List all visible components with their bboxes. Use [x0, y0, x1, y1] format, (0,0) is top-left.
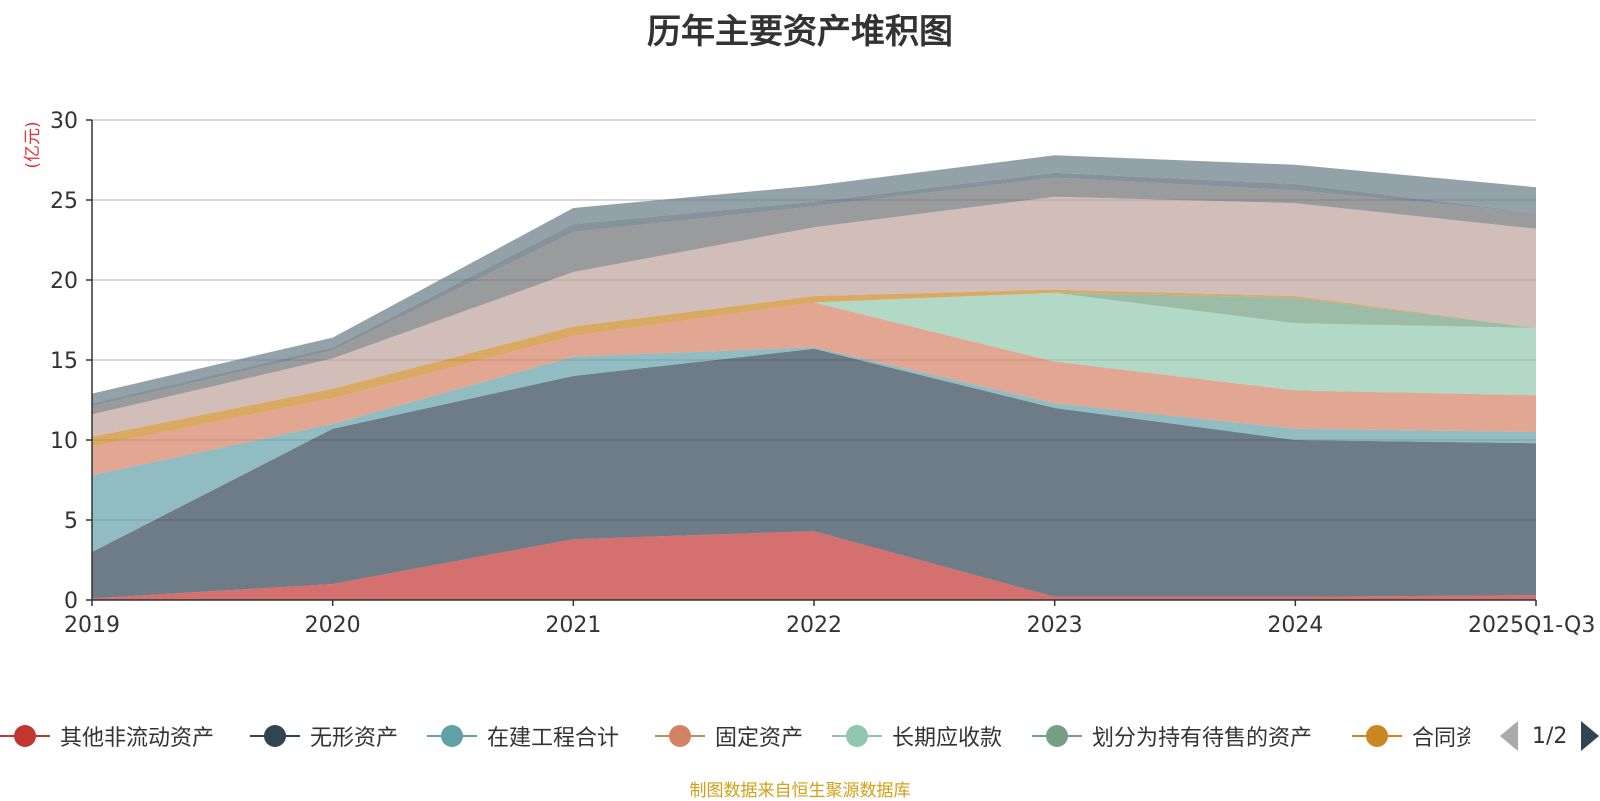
legend-pager: 1/2 — [1500, 718, 1600, 754]
area-series-9[interactable] — [92, 172, 1536, 407]
area-series-7[interactable] — [92, 196, 1536, 437]
legend-prev-page-icon[interactable] — [1500, 721, 1518, 751]
legend-item-2[interactable]: 在建工程合计 — [427, 718, 619, 754]
legend-label: 合同资 — [1412, 726, 1470, 751]
legend-swatch-icon — [832, 721, 882, 751]
y-tick-label: 5 — [64, 509, 78, 534]
area-series-group — [92, 155, 1536, 600]
y-tick-label: 25 — [50, 189, 78, 214]
chart-legend: 其他非流动资产 无形资产 在建工程合计 固定资产 长期应收款 划分为持有待售的资产 合同资 — [0, 718, 1470, 754]
legend-page-indicator: 1/2 — [1532, 723, 1568, 749]
y-tick-label: 0 — [64, 589, 78, 614]
legend-label: 长期应收款 — [892, 726, 1003, 751]
legend-item-5[interactable]: 划分为持有待售的资产 — [1032, 718, 1312, 754]
y-tick-label: 15 — [50, 349, 78, 374]
legend-swatch-icon — [1352, 721, 1402, 751]
chart-title: 历年主要资产堆积图 — [647, 12, 953, 52]
area-series-0[interactable] — [92, 531, 1536, 600]
legend-swatch-icon — [655, 721, 705, 751]
area-series-3[interactable] — [92, 302, 1536, 476]
legend-swatch-icon — [427, 721, 477, 751]
legend-label: 划分为持有待售的资产 — [1092, 726, 1313, 751]
axes: 0 5 10 15 20 25 30 2019 2020 2021 2022 2023 2024 2025… — [50, 109, 1595, 638]
source-note: 制图数据来自恒生聚源数据库 — [689, 781, 911, 801]
legend-swatch-icon — [1032, 721, 1082, 751]
area-series-4[interactable] — [92, 292, 1536, 447]
x-tick-label: 2025Q1-Q3 — [1468, 613, 1595, 638]
x-tick-label: 2024 — [1267, 613, 1323, 638]
legend-swatch-icon — [0, 721, 50, 751]
x-tick-label: 2019 — [64, 613, 120, 638]
area-series-10[interactable] — [92, 155, 1536, 404]
legend-item-4[interactable]: 长期应收款 — [832, 718, 1002, 754]
legend-item-6[interactable]: 合同资 — [1352, 718, 1470, 754]
legend-next-page-icon[interactable] — [1581, 721, 1600, 751]
area-series-8[interactable] — [92, 177, 1536, 415]
legend-label: 在建工程合计 — [487, 726, 620, 751]
legend-item-3[interactable]: 固定资产 — [655, 718, 803, 754]
y-tick-label: 30 — [50, 109, 78, 134]
x-tick-label: 2022 — [786, 613, 842, 638]
legend-label: 固定资产 — [715, 726, 804, 751]
legend-item-0[interactable]: 其他非流动资产 — [0, 718, 214, 754]
area-series-2[interactable] — [92, 347, 1536, 552]
y-tick-label: 20 — [50, 269, 78, 294]
y-tick-label: 10 — [50, 429, 78, 454]
x-tick-label: 2020 — [305, 613, 361, 638]
legend-label: 其他非流动资产 — [60, 726, 215, 751]
x-tick-label: 2021 — [545, 613, 601, 638]
legend-label: 无形资产 — [310, 726, 399, 751]
x-tick-label: 2023 — [1027, 613, 1083, 638]
legend-item-1[interactable]: 无形资产 — [250, 718, 398, 754]
y-axis-unit-label: (亿元) — [23, 121, 43, 168]
area-series-1[interactable] — [92, 348, 1536, 599]
legend-swatch-icon — [250, 721, 300, 751]
